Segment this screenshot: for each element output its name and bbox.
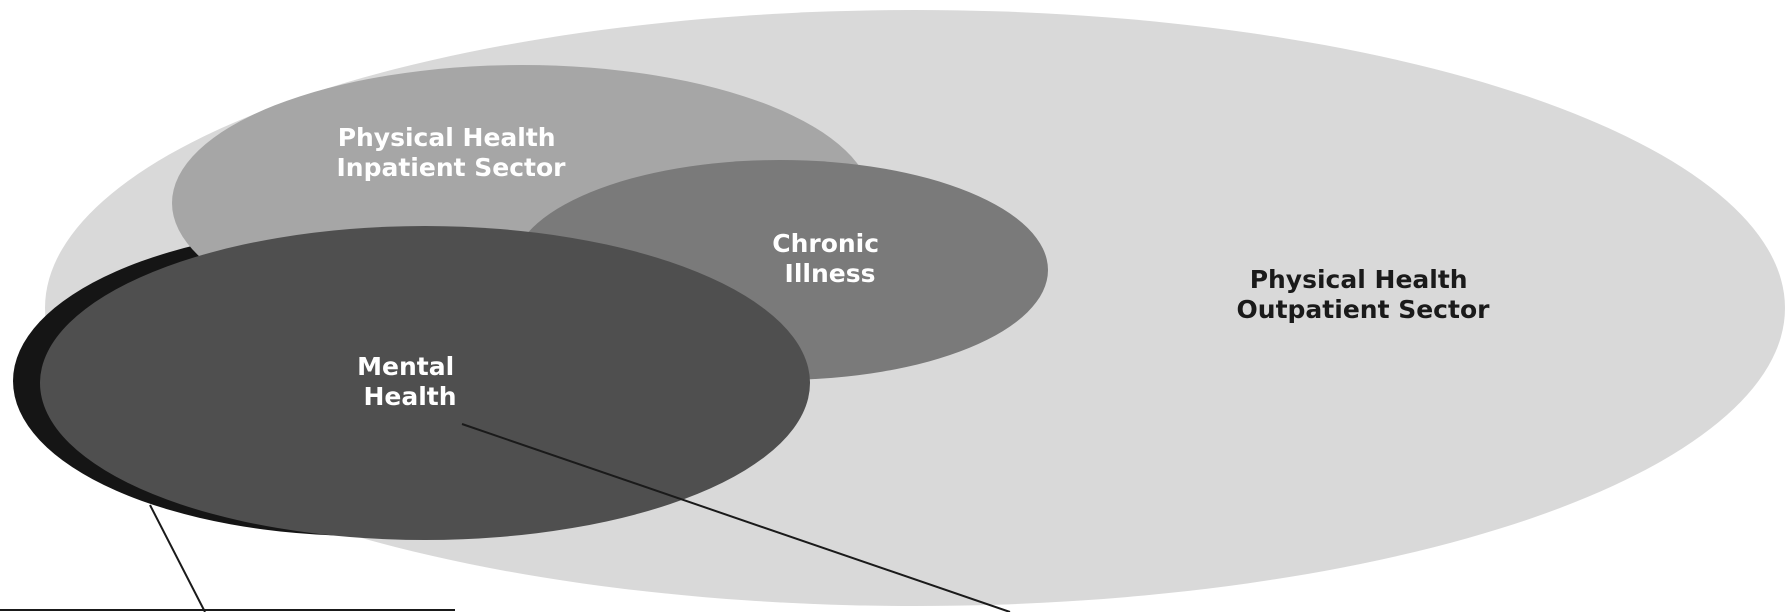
outpatient-label-line1: Physical Health [1250, 265, 1468, 294]
outpatient-sector-label: Physical Health Outpatient Sector [1237, 265, 1491, 324]
mental-label-line1: Mental [357, 352, 454, 381]
leader-line-left [149, 504, 206, 612]
inpatient-sector-label: Physical Health Inpatient Sector [336, 123, 566, 182]
inpatient-label-line1: Physical Health [338, 123, 556, 152]
inpatient-label-line2: Inpatient Sector [336, 153, 566, 182]
mental-health-label: Mental Health [357, 352, 463, 411]
outpatient-label-line2: Outpatient Sector [1237, 295, 1491, 324]
mental-health-ellipse [40, 226, 810, 540]
chronic-label-line2: Illness [785, 259, 876, 288]
mental-label-line2: Health [363, 382, 456, 411]
chronic-illness-label: Chronic Illness [772, 229, 888, 288]
leader-line-right [461, 423, 1011, 612]
chronic-label-line1: Chronic [772, 229, 879, 258]
